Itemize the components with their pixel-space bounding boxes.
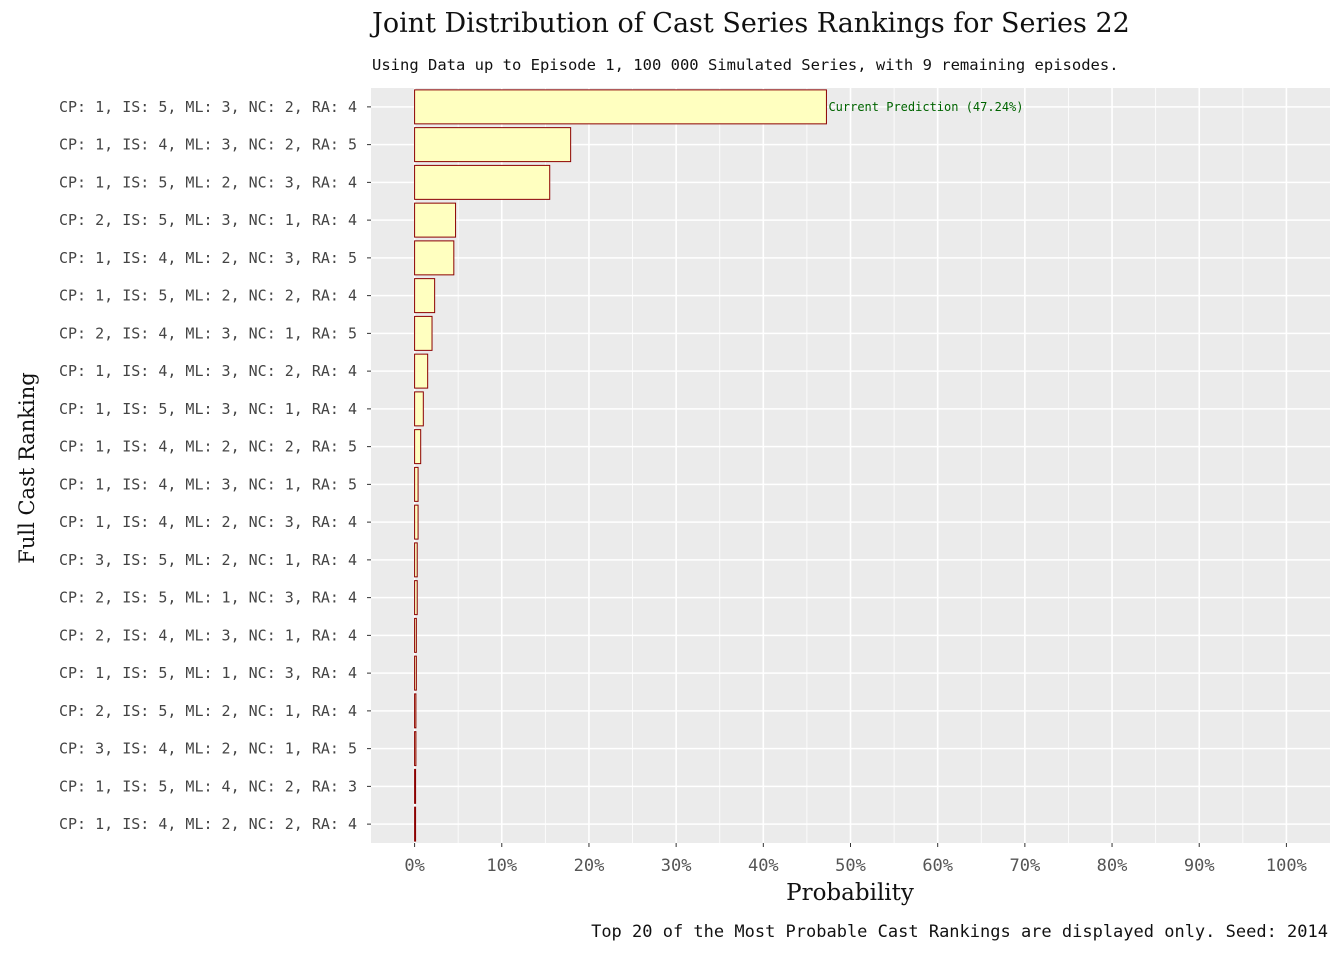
y-tick-label: CP: 1, IS: 4, ML: 2, NC: 3, RA: 5 — [59, 249, 357, 267]
bar — [414, 768, 417, 804]
bar — [414, 542, 418, 578]
y-tick-label: CP: 3, IS: 4, ML: 2, NC: 1, RA: 5 — [59, 740, 357, 758]
major-gridlines — [371, 88, 1330, 843]
chart-caption: Top 20 of the Most Probable Cast Ranking… — [591, 922, 1328, 942]
bar-annotation: Current Prediction (47.24%) — [828, 100, 1023, 114]
y-tick-label: CP: 3, IS: 5, ML: 2, NC: 1, RA: 4 — [59, 551, 357, 569]
bar — [414, 240, 455, 276]
y-tick-label: CP: 1, IS: 5, ML: 2, NC: 2, RA: 4 — [59, 287, 357, 305]
bar — [414, 164, 551, 200]
y-tick-label: CP: 1, IS: 5, ML: 1, NC: 3, RA: 4 — [59, 664, 357, 682]
bar — [414, 466, 419, 502]
bar — [414, 693, 417, 729]
x-tick-label: 60% — [922, 856, 953, 876]
bar — [414, 202, 457, 238]
x-tick-label: 80% — [1097, 856, 1128, 876]
bar — [414, 429, 422, 465]
y-tick-label: CP: 2, IS: 4, ML: 3, NC: 1, RA: 5 — [59, 324, 357, 342]
bar — [414, 353, 429, 389]
bar — [414, 617, 417, 653]
y-tick-label: CP: 1, IS: 5, ML: 2, NC: 3, RA: 4 — [59, 173, 357, 191]
bar — [414, 580, 418, 616]
y-tick-label: CP: 1, IS: 5, ML: 3, NC: 1, RA: 4 — [59, 400, 357, 418]
bar — [414, 504, 419, 540]
minor-gridlines — [457, 88, 1244, 843]
x-tick-label: 30% — [661, 856, 692, 876]
chart-title: Joint Distribution of Cast Series Rankin… — [372, 8, 1130, 39]
x-tick-labels: 0% 10% 20% 30% 40% 50% 60% 70% 80% 90% 100% — [404, 843, 1307, 876]
x-tick-label: 10% — [486, 856, 517, 876]
bar — [414, 278, 436, 314]
y-tick-label: CP: 2, IS: 4, ML: 3, NC: 1, RA: 4 — [59, 626, 357, 644]
y-tick-label: CP: 1, IS: 4, ML: 3, NC: 2, RA: 5 — [59, 136, 357, 154]
y-tick-label: CP: 1, IS: 5, ML: 3, NC: 2, RA: 4 — [59, 98, 357, 116]
x-tick-label: 0% — [404, 856, 424, 876]
y-tick-label: CP: 1, IS: 4, ML: 2, NC: 2, RA: 5 — [59, 438, 357, 456]
x-tick-label: 70% — [1010, 856, 1041, 876]
bar — [414, 806, 417, 842]
bar — [414, 655, 417, 691]
x-tick-label: 100% — [1266, 856, 1307, 876]
y-tick-label: CP: 1, IS: 4, ML: 3, NC: 2, RA: 4 — [59, 362, 357, 380]
bar — [414, 315, 433, 351]
bar — [414, 731, 417, 767]
y-tick-label: CP: 1, IS: 5, ML: 4, NC: 2, RA: 3 — [59, 777, 357, 795]
bar — [414, 89, 827, 125]
y-tick-label: CP: 2, IS: 5, ML: 2, NC: 1, RA: 4 — [59, 702, 357, 720]
y-tick-label: CP: 1, IS: 4, ML: 3, NC: 1, RA: 5 — [59, 475, 357, 493]
x-axis-label: Probability — [786, 880, 914, 906]
chart-subtitle: Using Data up to Episode 1, 100 000 Simu… — [372, 56, 1119, 74]
bar — [414, 391, 424, 427]
x-tick-label: 20% — [574, 856, 605, 876]
annotations: Current Prediction (47.24%) — [828, 100, 1023, 114]
bars — [414, 89, 827, 842]
y-tick-label: CP: 1, IS: 4, ML: 2, NC: 2, RA: 4 — [59, 815, 357, 833]
y-tick-labels: CP: 1, IS: 5, ML: 3, NC: 2, RA: 4 CP: 1, … — [59, 98, 371, 833]
y-tick-label: CP: 2, IS: 5, ML: 1, NC: 3, RA: 4 — [59, 589, 357, 607]
bar — [414, 127, 572, 163]
x-tick-label: 40% — [748, 856, 779, 876]
x-tick-label: 90% — [1184, 856, 1215, 876]
x-tick-label: 50% — [835, 856, 866, 876]
y-tick-label: CP: 2, IS: 5, ML: 3, NC: 1, RA: 4 — [59, 211, 357, 229]
y-tick-label: CP: 1, IS: 4, ML: 2, NC: 3, RA: 4 — [59, 513, 357, 531]
